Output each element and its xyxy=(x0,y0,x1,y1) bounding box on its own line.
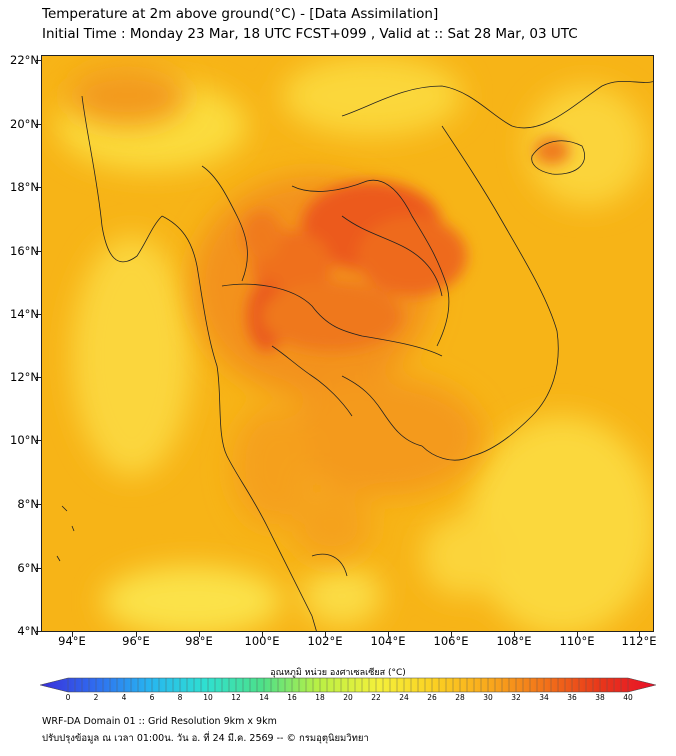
colorbar-label: 24 xyxy=(399,693,409,702)
lat-label-18: 18°N xyxy=(10,180,39,194)
lat-tick xyxy=(36,631,41,632)
lat-label-20: 20°N xyxy=(10,117,39,131)
lat-tick xyxy=(36,568,41,569)
lon-label-104: 104°E xyxy=(370,634,406,648)
lon-tick xyxy=(451,632,452,637)
lat-tick xyxy=(36,251,41,252)
temperature-field xyxy=(42,56,653,631)
footer-update-info: ปรับปรุงข้อมูล ณ เวลา 01:00น. วัน อ. ที่… xyxy=(42,733,369,744)
lat-tick xyxy=(36,124,41,125)
lat-label-12: 12°N xyxy=(10,370,39,384)
colorbar-label: 40 xyxy=(623,693,633,702)
lon-tick xyxy=(639,632,640,637)
lat-label-8: 8°N xyxy=(17,497,39,511)
cool-zones xyxy=(57,56,653,631)
lon-label-110: 110°E xyxy=(559,634,595,648)
lat-tick xyxy=(36,504,41,505)
colorbar-label: 36 xyxy=(567,693,577,702)
lon-tick xyxy=(514,632,515,637)
lon-tick xyxy=(577,632,578,637)
colorbar-label: 12 xyxy=(231,693,241,702)
lat-label-10: 10°N xyxy=(10,433,39,447)
colorbar-label: 20 xyxy=(343,693,353,702)
colorbar-label: 26 xyxy=(427,693,437,702)
lon-label-106: 106°E xyxy=(433,634,469,648)
lon-tick xyxy=(262,632,263,637)
lon-label-102: 102°E xyxy=(307,634,343,648)
coastlines xyxy=(56,80,653,631)
colorbar-label: 32 xyxy=(511,693,521,702)
map-subtitle: Initial Time : Monday 23 Mar, 18 UTC FCS… xyxy=(42,26,578,42)
lat-label-6: 6°N xyxy=(17,561,39,575)
colorbar-label: 14 xyxy=(259,693,269,702)
colorbar-label: 38 xyxy=(595,693,605,702)
lon-label-108: 108°E xyxy=(496,634,532,648)
lat-tick xyxy=(36,314,41,315)
lon-tick xyxy=(136,632,137,637)
colorbar-label: 34 xyxy=(539,693,549,702)
colorbar-title: อุณหภูมิ หน่วย องศาเซลเซียส (°C) xyxy=(270,668,406,678)
lon-label-96: 96°E xyxy=(122,634,150,648)
colorbar-label: 2 xyxy=(93,693,99,702)
colorbar-label: 16 xyxy=(287,693,297,702)
colorbar-label: 22 xyxy=(371,693,381,702)
colorbar-ticks xyxy=(67,678,629,692)
footer-model-info: WRF-DA Domain 01 :: Grid Resolution 9km … xyxy=(42,716,277,727)
lat-label-22: 22°N xyxy=(10,53,39,67)
lat-label-16: 16°N xyxy=(10,244,39,258)
lat-label-4: 4°N xyxy=(17,624,39,638)
lat-tick xyxy=(36,187,41,188)
lon-tick xyxy=(199,632,200,637)
lon-label-100: 100°E xyxy=(244,634,280,648)
colorbar-label: 30 xyxy=(483,693,493,702)
colorbar-label: 6 xyxy=(149,693,155,702)
colorbar-label: 28 xyxy=(455,693,465,702)
lat-label-14: 14°N xyxy=(10,307,39,321)
colorbar-label: 10 xyxy=(203,693,213,702)
colorbar-label: 0 xyxy=(65,693,71,702)
temperature-map xyxy=(41,55,654,632)
lon-label-94: 94°E xyxy=(58,634,86,648)
colorbar xyxy=(40,677,656,693)
lat-tick xyxy=(36,377,41,378)
lat-tick xyxy=(36,60,41,61)
colorbar-label: 18 xyxy=(315,693,325,702)
lon-tick xyxy=(325,632,326,637)
colorbar-label: 8 xyxy=(177,693,183,702)
lon-label-112: 112°E xyxy=(621,634,657,648)
lon-tick xyxy=(72,632,73,637)
map-title: Temperature at 2m above ground(°C) - [Da… xyxy=(42,6,439,22)
lon-tick xyxy=(388,632,389,637)
lon-label-98: 98°E xyxy=(185,634,213,648)
lat-tick xyxy=(36,440,41,441)
colorbar-label: 4 xyxy=(121,693,127,702)
